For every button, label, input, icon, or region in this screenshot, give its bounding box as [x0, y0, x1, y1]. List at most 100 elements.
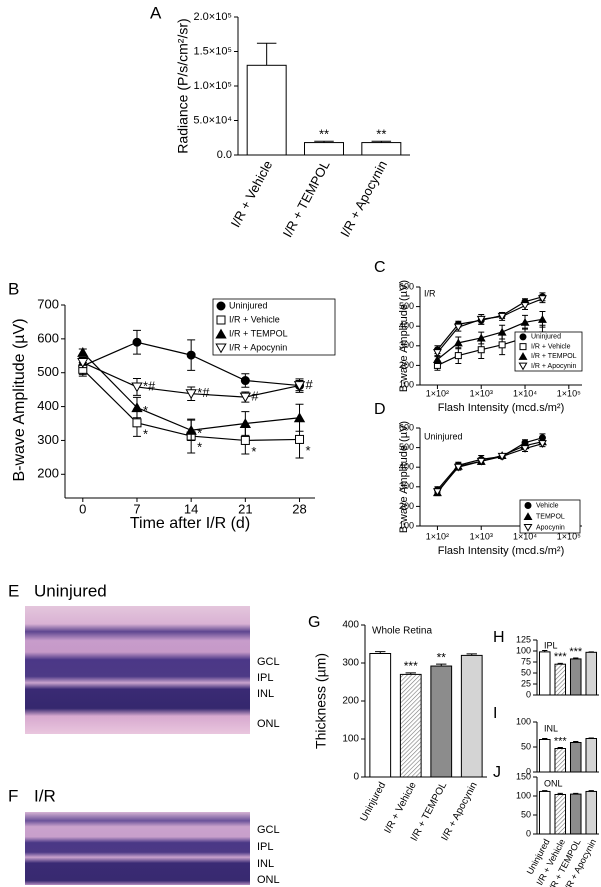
x-axis-label: Time after I/R (d): [130, 515, 250, 532]
marker: [520, 445, 530, 453]
legend-marker: [215, 343, 227, 354]
y-tick-label: 400: [342, 620, 359, 631]
x-tick-label: I/R + TEMPOL: [280, 158, 333, 240]
legend-marker: [524, 502, 532, 509]
panel: B B-wave Amplitude (µV) 200 300 400 500 600 700…: [8, 279, 336, 532]
marker: [432, 349, 442, 357]
annotation: ***: [554, 735, 568, 747]
y-tick-label: 100: [342, 734, 359, 745]
chart-title: ONL: [544, 778, 563, 788]
marker: [77, 346, 89, 357]
x-tick-label: 1×10²: [426, 388, 449, 398]
layer-label: INL: [257, 688, 274, 700]
x-tick-label: 7: [133, 501, 140, 516]
panel-letter: I: [493, 705, 497, 722]
x-tick-label: 1×10⁵: [557, 388, 581, 398]
marker: [537, 295, 547, 304]
legend-marker: [519, 333, 527, 341]
y-tick-label: 300: [399, 481, 414, 491]
legend-label: I/R + Apocynin: [531, 363, 576, 370]
y-tick-label: 2.0×10⁵: [193, 11, 232, 23]
error-bar: [466, 653, 477, 656]
y-tick-label: 100: [399, 379, 414, 389]
y-tick-label: 0: [353, 772, 359, 783]
bar: [246, 64, 287, 156]
panel-letter: A: [150, 3, 162, 22]
annotation: *: [251, 444, 256, 459]
legend-marker: [216, 315, 226, 325]
y-tick-label: 600: [399, 422, 414, 432]
panel: A Radiance (P/s/cm²/sr) 0.0 5.0×10⁴ 1.0×10⁵ 1…: [150, 3, 410, 240]
annotation: *: [306, 443, 311, 458]
x-tick-label: 1×10³: [470, 531, 493, 541]
y-tick-label: 300: [399, 340, 414, 350]
y-tick-label: 100: [516, 716, 531, 726]
y-tick-label: 300: [342, 658, 359, 669]
y-tick-label: 1.5×10⁵: [193, 45, 232, 57]
panel-letter: J: [493, 764, 501, 781]
panel: C I/R B-wave Amplitude (µV)100 200 300 400 500…: [374, 259, 583, 414]
legend-label: Vehicle: [536, 502, 559, 509]
legend-label: Apocynin: [536, 524, 565, 531]
x-tick-label: 14: [184, 501, 198, 516]
layer-label: GCL: [257, 824, 280, 836]
error-bar: [588, 737, 594, 739]
bar: [569, 742, 582, 773]
marker: [476, 315, 486, 324]
series-line: [436, 443, 543, 493]
marker: [240, 376, 250, 386]
bar: [585, 651, 598, 696]
image-title: Uninjured: [34, 581, 107, 600]
marker: [77, 358, 89, 368]
marker: [240, 435, 250, 445]
y-tick-label: 100: [516, 645, 531, 655]
annotation: *: [197, 439, 202, 454]
x-tick-label: 28: [292, 501, 306, 516]
annotation: #: [251, 389, 259, 404]
panel-letter: E: [8, 581, 19, 600]
bar: [569, 658, 582, 696]
annotation: *: [143, 403, 148, 418]
chart-title: Whole Retina: [372, 626, 432, 637]
marker: [476, 333, 486, 342]
error-bar: [542, 650, 548, 652]
y-tick-label: 5.0×10⁴: [193, 114, 232, 126]
panel-letter: C: [374, 259, 386, 276]
bar: [554, 748, 567, 773]
marker: [295, 434, 305, 444]
error-bar: [557, 747, 563, 749]
y-axis-label: Thickness (µm): [313, 653, 329, 749]
legend-label: I/R + Vehicle: [531, 343, 571, 350]
bar: [554, 793, 567, 835]
x-tick-label: I/R + Vehicle: [228, 158, 276, 230]
y-tick-label: 0: [526, 828, 531, 838]
bar: [538, 790, 551, 835]
y-tick-label: 25: [521, 678, 531, 688]
marker: [497, 312, 507, 321]
y-tick-label: 600: [37, 330, 59, 345]
y-tick-label: 500: [399, 442, 414, 452]
panel: I INL 0 50 100 ***: [493, 705, 599, 776]
marker: [131, 402, 143, 413]
legend-label: Uninjured: [229, 300, 268, 310]
y-tick-label: 1.0×10⁵: [193, 80, 232, 92]
error-bar: [557, 662, 563, 665]
legend-marker: [523, 524, 533, 532]
legend-marker: [523, 512, 533, 520]
layer-label: GCL: [257, 656, 280, 668]
bar: [538, 739, 551, 773]
legend-label: Uninjured: [531, 334, 561, 341]
bar: [585, 790, 598, 835]
marker: [453, 338, 463, 347]
marker: [520, 302, 530, 310]
marker: [432, 355, 442, 364]
legend-label: I/R + Apocynin: [229, 342, 287, 352]
marker: [132, 337, 142, 347]
y-tick-label: 0.0: [217, 149, 232, 161]
layer-label: ONL: [257, 874, 280, 886]
error-bar: [436, 663, 447, 667]
marker: [132, 418, 142, 428]
annotation: #: [306, 377, 314, 392]
